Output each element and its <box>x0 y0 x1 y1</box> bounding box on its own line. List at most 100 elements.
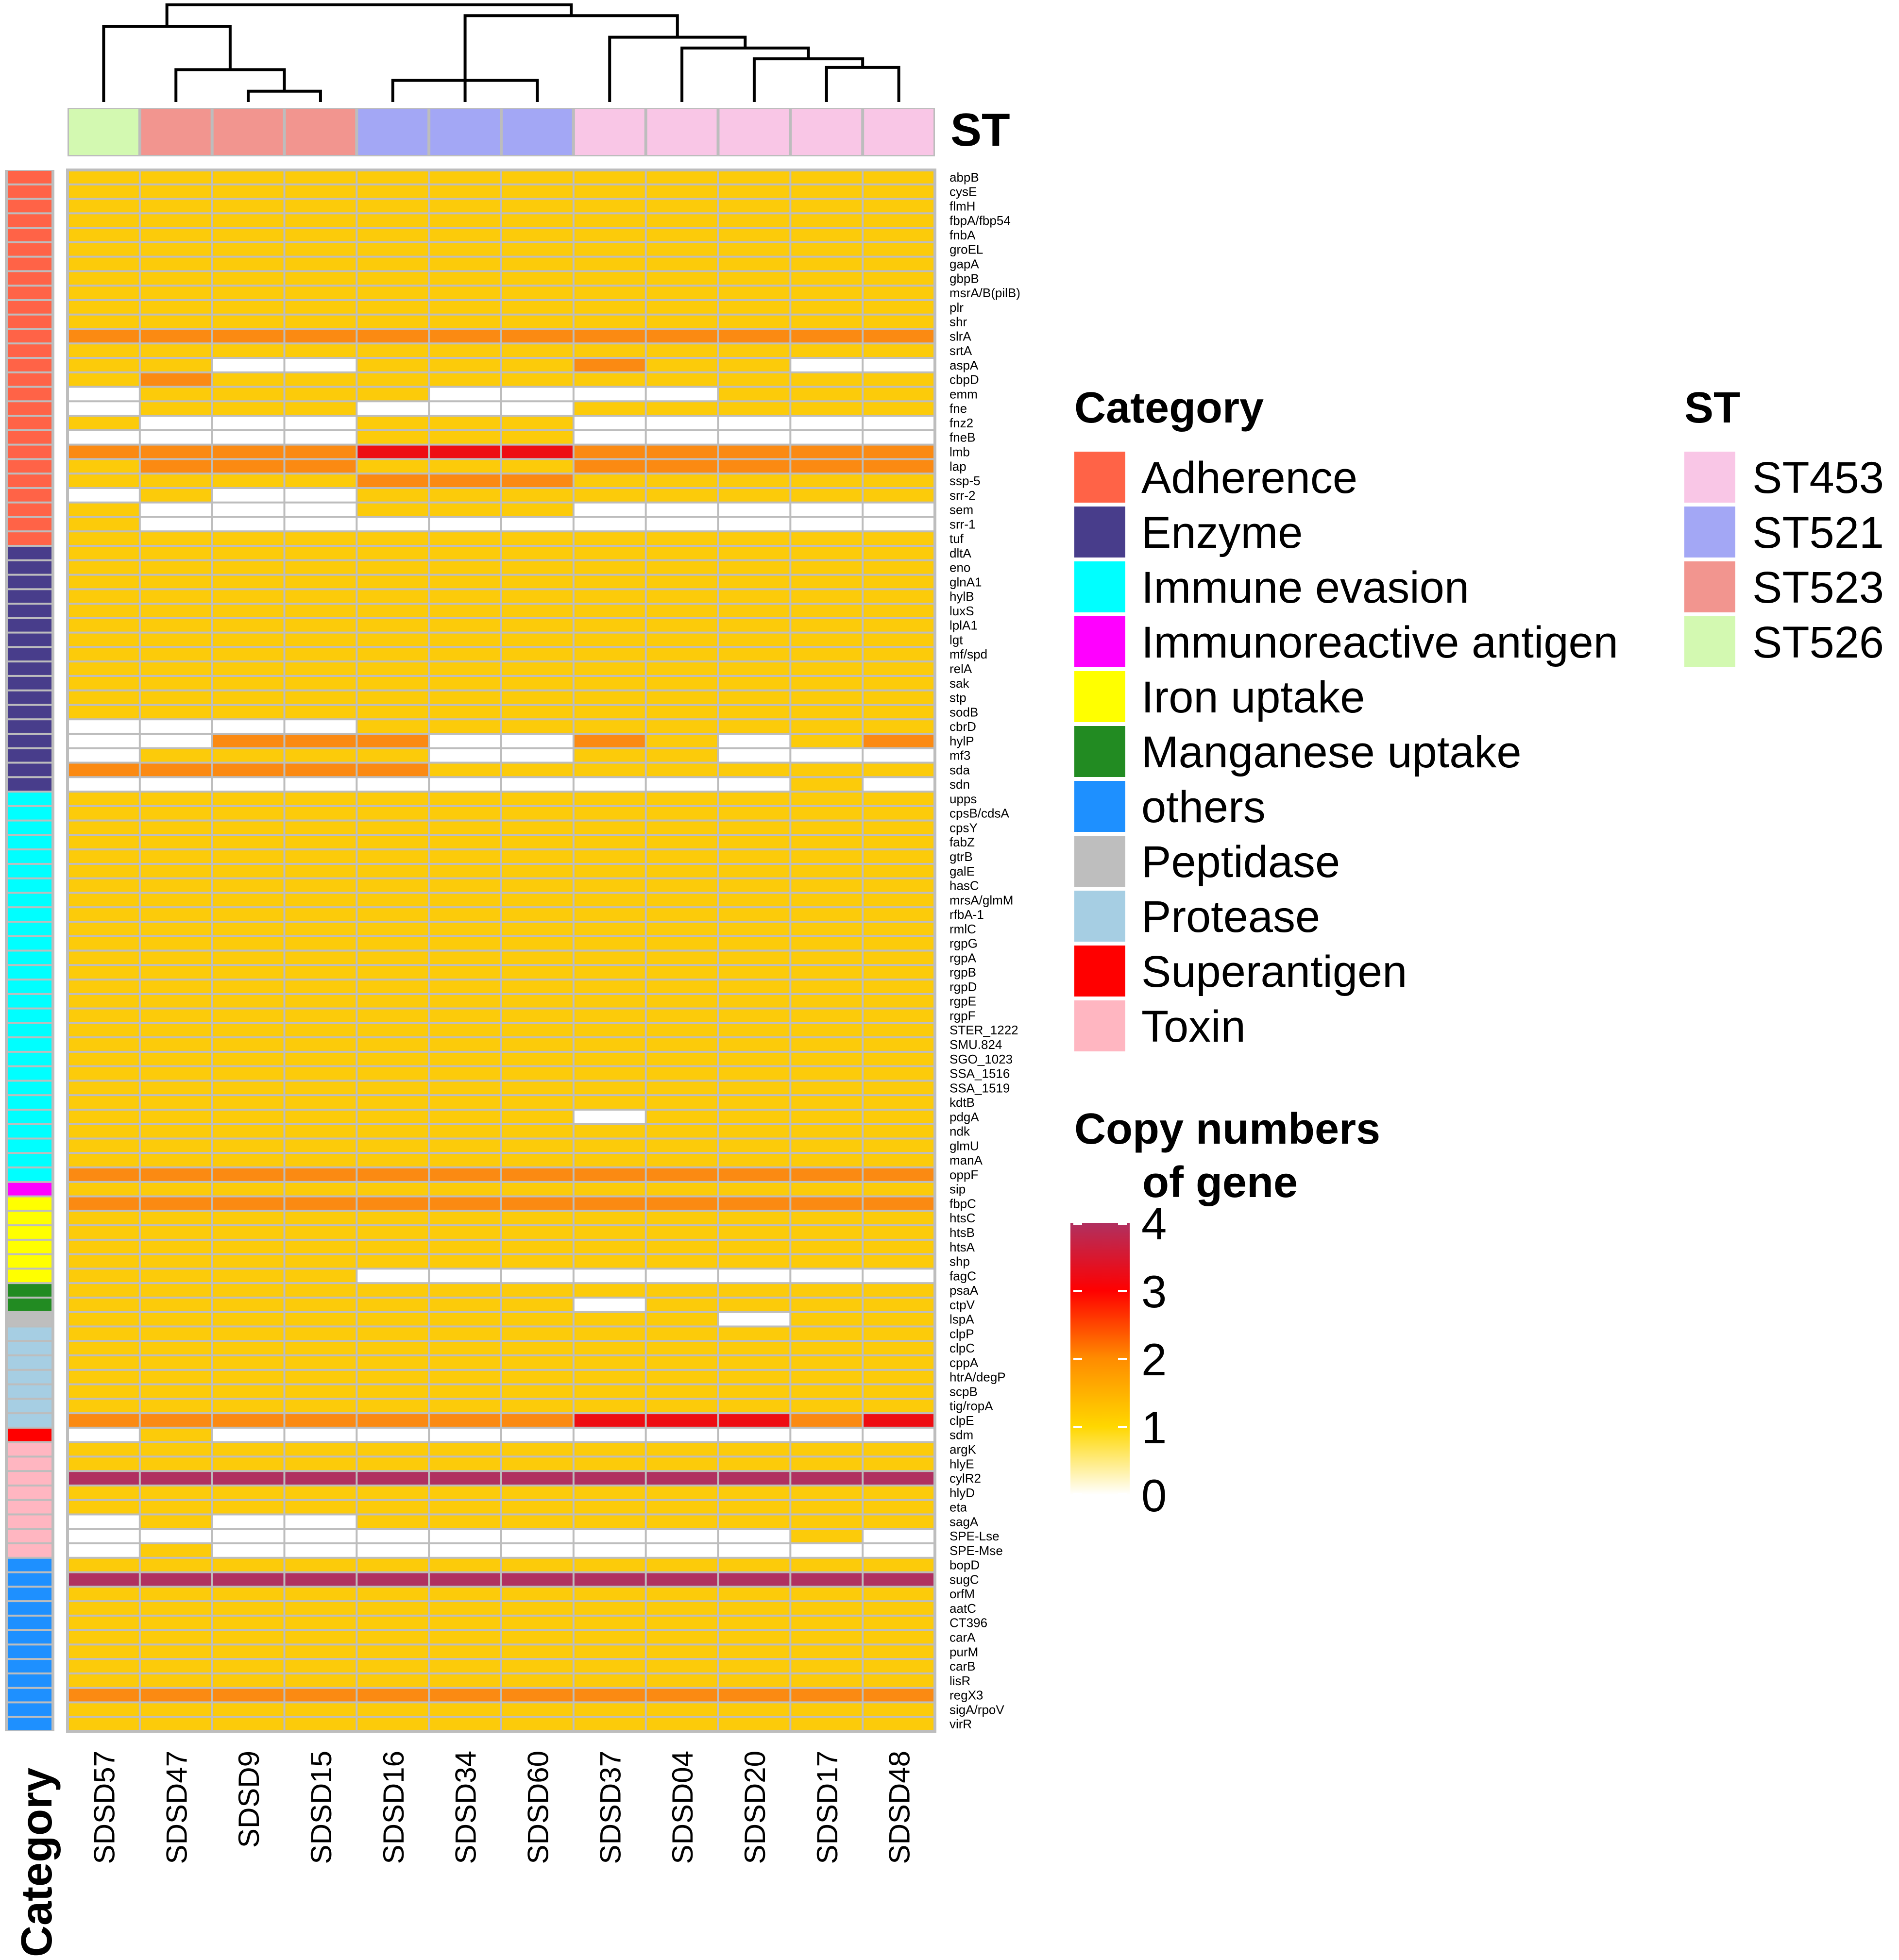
heatmap-cell <box>791 287 862 299</box>
heatmap-cell <box>68 1110 139 1123</box>
heatmap-cell <box>357 1457 428 1470</box>
heatmap-cell <box>357 1313 428 1326</box>
heatmap-cell <box>68 1327 139 1340</box>
heatmap-cell <box>574 1356 645 1369</box>
heatmap-cell <box>213 1197 284 1210</box>
heatmap-cell <box>791 1400 862 1413</box>
heatmap-cell <box>502 1660 573 1673</box>
heatmap-cell <box>140 706 211 719</box>
heatmap-cell <box>646 864 717 878</box>
heatmap-cell <box>140 315 211 328</box>
heatmap-cell <box>68 1400 139 1413</box>
heatmap-cell <box>68 1067 139 1080</box>
heatmap-cell <box>502 1718 573 1730</box>
heatmap-cell <box>357 676 428 690</box>
gene-label: fneB <box>950 430 976 445</box>
gene-labels: abpBcysEflmHfbpA/fbp54fnbAgroELgapAgbpBm… <box>950 170 1020 1731</box>
heatmap-cell <box>213 662 284 675</box>
heatmap-cell <box>357 1385 428 1398</box>
heatmap-cell <box>213 1573 284 1586</box>
heatmap-cell <box>864 980 934 993</box>
copy-legend-title-line1: Copy numbers <box>1074 1105 1380 1153</box>
heatmap-cell <box>646 229 717 241</box>
heatmap-cell <box>285 344 356 357</box>
heatmap-cell <box>430 1255 500 1268</box>
heatmap-cell <box>574 1096 645 1109</box>
heatmap-cell <box>213 1255 284 1268</box>
heatmap-cell <box>68 908 139 921</box>
heatmap-cell <box>719 575 790 589</box>
heatmap-cell <box>646 778 717 791</box>
heatmap-cell <box>213 1544 284 1557</box>
heatmap-cell <box>357 749 428 762</box>
st-cell <box>141 109 211 155</box>
heatmap-cell <box>430 662 500 675</box>
gene-label: manA <box>950 1153 983 1167</box>
heatmap-cell <box>646 1154 717 1167</box>
heatmap-cell <box>864 1414 934 1427</box>
heatmap-cell <box>646 850 717 863</box>
heatmap-cell <box>285 1168 356 1181</box>
heatmap-cell <box>574 836 645 849</box>
gene-label: flmH <box>950 199 975 213</box>
sample-label: SDSD16 <box>377 1751 410 1864</box>
category-cell <box>8 619 51 632</box>
st-legend-label: ST526 <box>1752 618 1884 667</box>
heatmap-cell <box>68 388 139 401</box>
gene-label: carB <box>950 1659 975 1673</box>
heatmap-cell <box>285 937 356 950</box>
st-cell <box>719 109 789 155</box>
heatmap-cell <box>213 980 284 993</box>
heatmap-cell <box>140 1168 211 1181</box>
heatmap-cell <box>791 864 862 878</box>
heatmap-cell <box>357 633 428 646</box>
heatmap-cell <box>285 734 356 747</box>
heatmap-cell <box>68 1631 139 1644</box>
heatmap-cell <box>574 778 645 791</box>
category-cell <box>8 951 51 964</box>
heatmap-cell <box>68 648 139 661</box>
heatmap-cell <box>574 546 645 559</box>
heatmap-cell <box>574 1284 645 1297</box>
heatmap-cell <box>864 489 934 502</box>
category-cell <box>8 605 51 617</box>
heatmap-cell <box>719 1674 790 1687</box>
heatmap-cell <box>430 373 500 386</box>
heatmap-cell <box>357 605 428 617</box>
heatmap-cell <box>357 778 428 791</box>
heatmap-cell <box>791 243 862 256</box>
heatmap-cell <box>502 474 573 487</box>
heatmap-cell <box>430 1573 500 1586</box>
heatmap-cell <box>646 1544 717 1557</box>
category-cell <box>8 1616 51 1629</box>
heatmap-cell <box>68 778 139 791</box>
category-legend-swatch <box>1074 616 1125 667</box>
heatmap-cell <box>791 1255 862 1268</box>
gene-label: eta <box>950 1500 967 1515</box>
heatmap-cell <box>357 1038 428 1051</box>
heatmap-cell <box>502 532 573 545</box>
heatmap-cell <box>68 995 139 1008</box>
heatmap-cell <box>791 1457 862 1470</box>
heatmap-cell <box>357 734 428 747</box>
heatmap-cell <box>791 1052 862 1065</box>
heatmap-cell <box>864 460 934 473</box>
category-cell <box>8 1052 51 1065</box>
heatmap-cell <box>791 879 862 892</box>
heatmap-cell <box>791 1139 862 1152</box>
heatmap-cell <box>140 229 211 241</box>
gene-label: cbpD <box>950 372 979 387</box>
heatmap-cell <box>68 706 139 719</box>
heatmap-cell <box>68 1689 139 1702</box>
heatmap-cell <box>719 1515 790 1528</box>
heatmap-cell <box>646 1400 717 1413</box>
heatmap-cell <box>502 1443 573 1456</box>
heatmap-cell <box>646 1052 717 1065</box>
heatmap-cell <box>502 1125 573 1138</box>
heatmap-cell <box>357 1298 428 1311</box>
heatmap-cell <box>285 633 356 646</box>
heatmap-cell <box>430 1385 500 1398</box>
category-legend-swatch <box>1074 671 1125 722</box>
heatmap-cell <box>574 417 645 429</box>
heatmap-cell <box>357 1588 428 1601</box>
